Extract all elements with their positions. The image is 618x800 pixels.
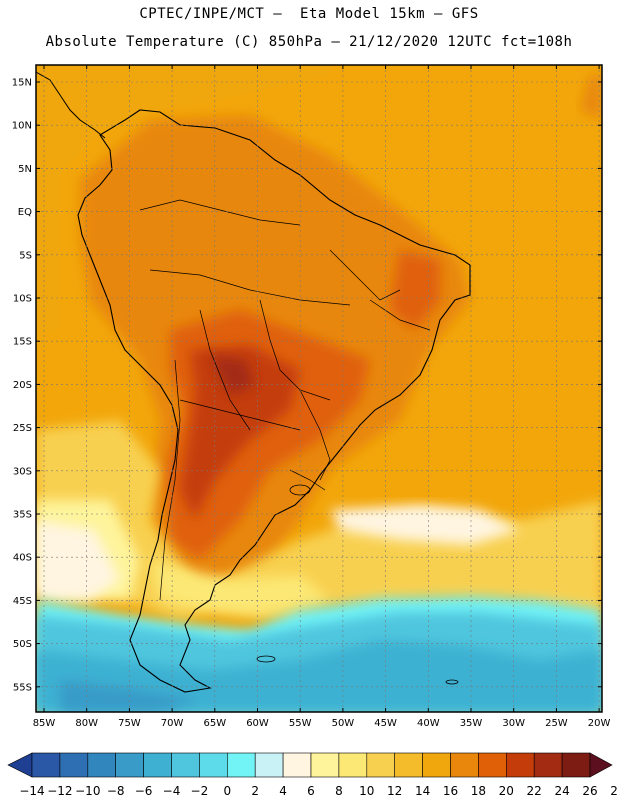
colorbar-label: −12: [47, 784, 72, 798]
lat-label: 40S: [13, 553, 32, 564]
colorbar-swatch: [533, 752, 563, 778]
colorbar-label: 4: [279, 784, 287, 798]
lat-label: 35S: [13, 510, 32, 521]
lon-label: 25W: [545, 718, 568, 729]
colorbar-label: 24: [554, 784, 569, 798]
colorbar-swatch: [143, 752, 172, 778]
lon-label: 55W: [289, 718, 312, 729]
colorbar-label: 18: [471, 784, 486, 798]
lon-label: 85W: [33, 718, 56, 729]
lat-label: 15N: [12, 78, 32, 89]
colorbar-label: 12: [387, 784, 402, 798]
colorbar-label: 14: [415, 784, 430, 798]
map-frame: [35, 64, 603, 713]
colorbar-swatch: [227, 752, 256, 778]
field-northeast-corner: [580, 75, 602, 120]
colorbar-swatch: [31, 752, 61, 778]
axis-ticks: [36, 65, 602, 712]
colorbar-label: 16: [443, 784, 458, 798]
colorbar-arrow-high: [589, 752, 613, 778]
lon-label: 35W: [460, 718, 483, 729]
lat-label: 10S: [13, 294, 32, 305]
colorbar-swatch: [450, 752, 479, 778]
lat-label: EQ: [18, 207, 32, 218]
latitude-labels: 15N 10N 5N EQ 5S 10S 15S 20S 25S 30S 35S 40S 45S 50S 5…: [12, 78, 32, 694]
colorbar-label: −2: [191, 784, 209, 798]
colorbar-label: 2: [251, 784, 259, 798]
falklands-outline: [256, 655, 276, 663]
colorbar-swatch: [366, 752, 395, 778]
colorbar-label: 20: [499, 784, 514, 798]
colorbar-swatch: [394, 752, 423, 778]
colorbar-label: −6: [135, 784, 153, 798]
colorbar-label: −4: [163, 784, 181, 798]
field-ocean-west: [36, 65, 330, 330]
colorbar-swatch: [310, 752, 340, 778]
header-line-2: Absolute Temperature (C) 850hPa – 21/12/…: [45, 34, 573, 50]
field-coldest-blue: [60, 680, 200, 712]
colorbar-swatch: [171, 752, 200, 778]
colorbar-swatch: [59, 752, 89, 778]
colorbar-label: −14: [19, 784, 44, 798]
country-borders: [139, 199, 431, 601]
header-line-1: CPTEC/INPE/MCT – Eta Model 15km – GFS: [139, 6, 479, 22]
colorbar-swatch: [338, 752, 368, 778]
lon-label: 45W: [374, 718, 397, 729]
colorbar-label: 10: [359, 784, 374, 798]
south-georgia-outline: [445, 679, 459, 685]
field-south-cream: [36, 520, 120, 600]
colorbar-swatch: [561, 752, 591, 778]
map-fields: [36, 65, 602, 712]
lat-label: 45S: [13, 596, 32, 607]
colorbar-swatch: [478, 752, 507, 778]
colorbar-label: 6: [307, 784, 315, 798]
lon-label: 70W: [161, 718, 184, 729]
lon-label: 60W: [246, 718, 269, 729]
colorbar-swatch: [115, 752, 144, 778]
longitude-labels: 85W 80W 75W 70W 65W 60W 55W 50W 45W 40W 35W 30W 25W 2…: [33, 718, 611, 729]
grid-lines: [36, 65, 602, 712]
colorbar-swatch: [505, 752, 535, 778]
colorbar-label: −8: [107, 784, 125, 798]
lon-label: 75W: [118, 718, 141, 729]
lat-label: 25S: [13, 423, 32, 434]
colorbar-arrow-low: [7, 752, 33, 778]
field-patagonia-yellow: [150, 560, 330, 615]
lat-label: 30S: [13, 466, 32, 477]
central-america-coast: [36, 71, 106, 139]
lon-label: 65W: [203, 718, 226, 729]
lon-label: 40W: [417, 718, 440, 729]
colorbar-swatch: [254, 752, 284, 778]
colorbar-label: 26: [582, 784, 597, 798]
colorbar-label: −10: [75, 784, 100, 798]
lat-label: 5N: [18, 164, 32, 175]
field-land-hottest: [210, 355, 255, 395]
lat-label: 55S: [13, 682, 32, 693]
lat-label: 15S: [13, 337, 32, 348]
field-colder-blue: [36, 640, 602, 712]
colorbar-label: 22: [527, 784, 542, 798]
colorbar-swatch: [199, 752, 228, 778]
lon-label: 50W: [332, 718, 355, 729]
colorbar-label: 0: [223, 784, 231, 798]
lat-label: 10N: [12, 121, 32, 132]
lat-label: 5S: [19, 250, 32, 261]
lon-label: 80W: [75, 718, 98, 729]
colorbar-label: 28: [610, 784, 618, 798]
colorbar-swatch: [422, 752, 451, 778]
lon-label: 20W: [588, 718, 611, 729]
colorbar-swatch: [87, 752, 117, 778]
colorbar: −14 −12 −10 −8 −6 −4 −2 0 2 4 6 8 10 12 14 16 18 20 22 24 26…: [7, 752, 618, 798]
colorbar-swatch: [282, 752, 312, 778]
lat-label: 50S: [13, 639, 32, 650]
lat-label: 20S: [13, 380, 32, 391]
coastline: [77, 109, 471, 693]
field-northeast-warm: [390, 250, 440, 330]
colorbar-label: 8: [335, 784, 343, 798]
lon-label: 30W: [502, 718, 525, 729]
field-land-hotter: [180, 345, 300, 520]
field-atlantic-cream: [330, 505, 520, 545]
